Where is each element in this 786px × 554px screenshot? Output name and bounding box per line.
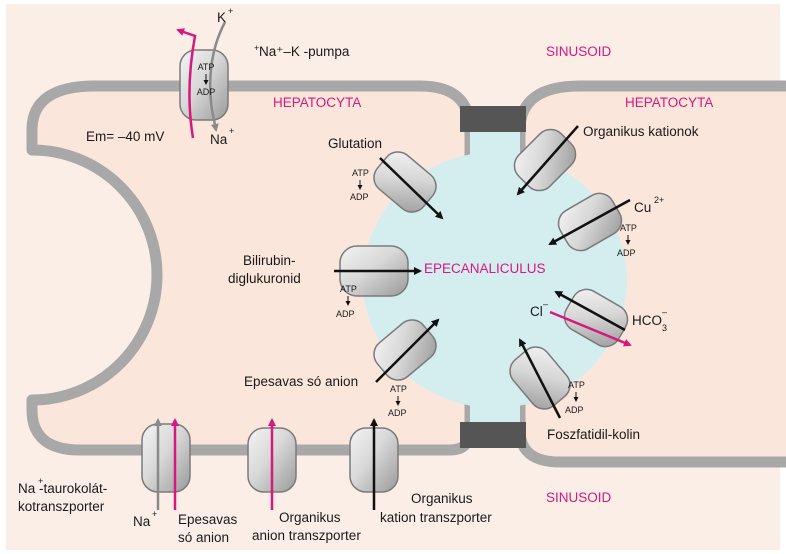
- na-efflux-arrow: [176, 28, 197, 139]
- epecanaliculus-label: EPECANALICULUS: [424, 261, 546, 276]
- ntcp-transporter: [141, 418, 191, 510]
- copper-adp: ADP: [617, 248, 636, 258]
- flippase-arrow: [518, 338, 562, 419]
- pump-atp: ATP: [198, 62, 215, 72]
- oct-label-1: Organikus: [411, 491, 473, 506]
- bilirubin-transporter: [334, 245, 422, 297]
- glutation-atp: ATP: [352, 168, 369, 178]
- bsep-arrow: [375, 318, 440, 383]
- bsep-label: Epesavas só anion: [244, 374, 358, 389]
- ntcp-na-charge: +: [152, 509, 157, 519]
- oatp-label-2: anion transzporter: [252, 528, 361, 543]
- oatp-label-1: Organikus: [279, 510, 341, 525]
- bilirubin-adp: ADP: [336, 309, 355, 319]
- glutation-adp: ADP: [350, 192, 369, 202]
- ntcp-na-label: Na: [133, 514, 151, 529]
- tight-junction-bottom: [460, 422, 526, 448]
- hepatocyta-left-label: HEPATOCYTA: [273, 95, 361, 110]
- ntcp-label-2: kotranszporter: [18, 499, 105, 514]
- copper-arrow: [548, 198, 631, 246]
- org-cation-label: Organikus kationok: [583, 124, 699, 139]
- bicarbonate-subscript: 3: [662, 323, 667, 333]
- org-cation-arrow: [516, 125, 579, 196]
- chloride-arrow: [549, 310, 632, 347]
- glutation-transporter: [373, 151, 444, 220]
- phosphatidylcholine-flippase: [509, 338, 571, 419]
- exchanger-capsule: [563, 288, 629, 348]
- membrane-potential-label: Em= –40 mV: [86, 129, 164, 144]
- bilirubin-atp: ATP: [340, 284, 357, 294]
- bilirubin-label-2: diglukuronid: [228, 271, 301, 286]
- k-charge: +: [228, 6, 233, 16]
- flippase-adp: ADP: [565, 405, 584, 415]
- ntcp-bile-label-2: só anion: [178, 530, 229, 545]
- organic-anion-transporter: [247, 418, 297, 510]
- bile-salt-export-pump: [373, 318, 440, 383]
- na-charge: +: [229, 126, 234, 136]
- glutation-arrow: [379, 157, 444, 220]
- pump-plus: +: [254, 43, 259, 53]
- bsep-atp: ATP: [390, 384, 407, 394]
- flippase-label: Foszfatidil-kolin: [547, 427, 640, 442]
- na-k-pump-capsule: [179, 49, 229, 121]
- chloride-label: Cl: [530, 304, 543, 319]
- oct-label-2: kation transzporter: [380, 510, 492, 525]
- organic-cation-canalicular-transporter: [513, 125, 579, 196]
- flippase-atp: ATP: [568, 380, 585, 390]
- bicarbonate-label: HCO: [632, 313, 662, 328]
- bicarbonate-charge: –: [662, 307, 667, 317]
- sinusoid-bottom-label: SINUSOID: [546, 490, 612, 505]
- na-k-pump: ATP ADP: [176, 21, 229, 139]
- organic-cation-transporter: [349, 418, 399, 510]
- copper-label: Cu: [634, 200, 651, 215]
- chloride-charge: –: [543, 299, 548, 309]
- hepatocyta-right-label: HEPATOCYTA: [625, 95, 713, 110]
- chloride-bicarbonate-exchanger: [549, 288, 632, 348]
- copper-transporter: [548, 192, 631, 252]
- pump-label: Na⁺–K -pumpa: [259, 44, 350, 59]
- k-ion-label: K: [217, 10, 226, 25]
- bilirubin-label-1: Bilirubin-: [243, 253, 296, 268]
- ntcp-charge: +: [38, 476, 43, 486]
- glutation-label: Glutation: [328, 136, 382, 151]
- bsep-adp: ADP: [388, 408, 407, 418]
- ntcp-capsule: [141, 423, 191, 493]
- tight-junction-top: [460, 106, 526, 132]
- ntcp-bile-label-1: Epesavas: [178, 512, 238, 527]
- copper-charge: 2+: [654, 195, 664, 205]
- ntcp-label-1: Na -taurokolát-: [18, 481, 107, 496]
- k-influx-arrow: [208, 21, 227, 132]
- bicarbonate-arrow: [554, 290, 626, 332]
- pump-adp: ADP: [197, 87, 216, 97]
- na-ion-label: Na: [210, 132, 228, 147]
- sinusoid-top-label: SINUSOID: [546, 44, 612, 59]
- copper-atp: ATP: [620, 223, 637, 233]
